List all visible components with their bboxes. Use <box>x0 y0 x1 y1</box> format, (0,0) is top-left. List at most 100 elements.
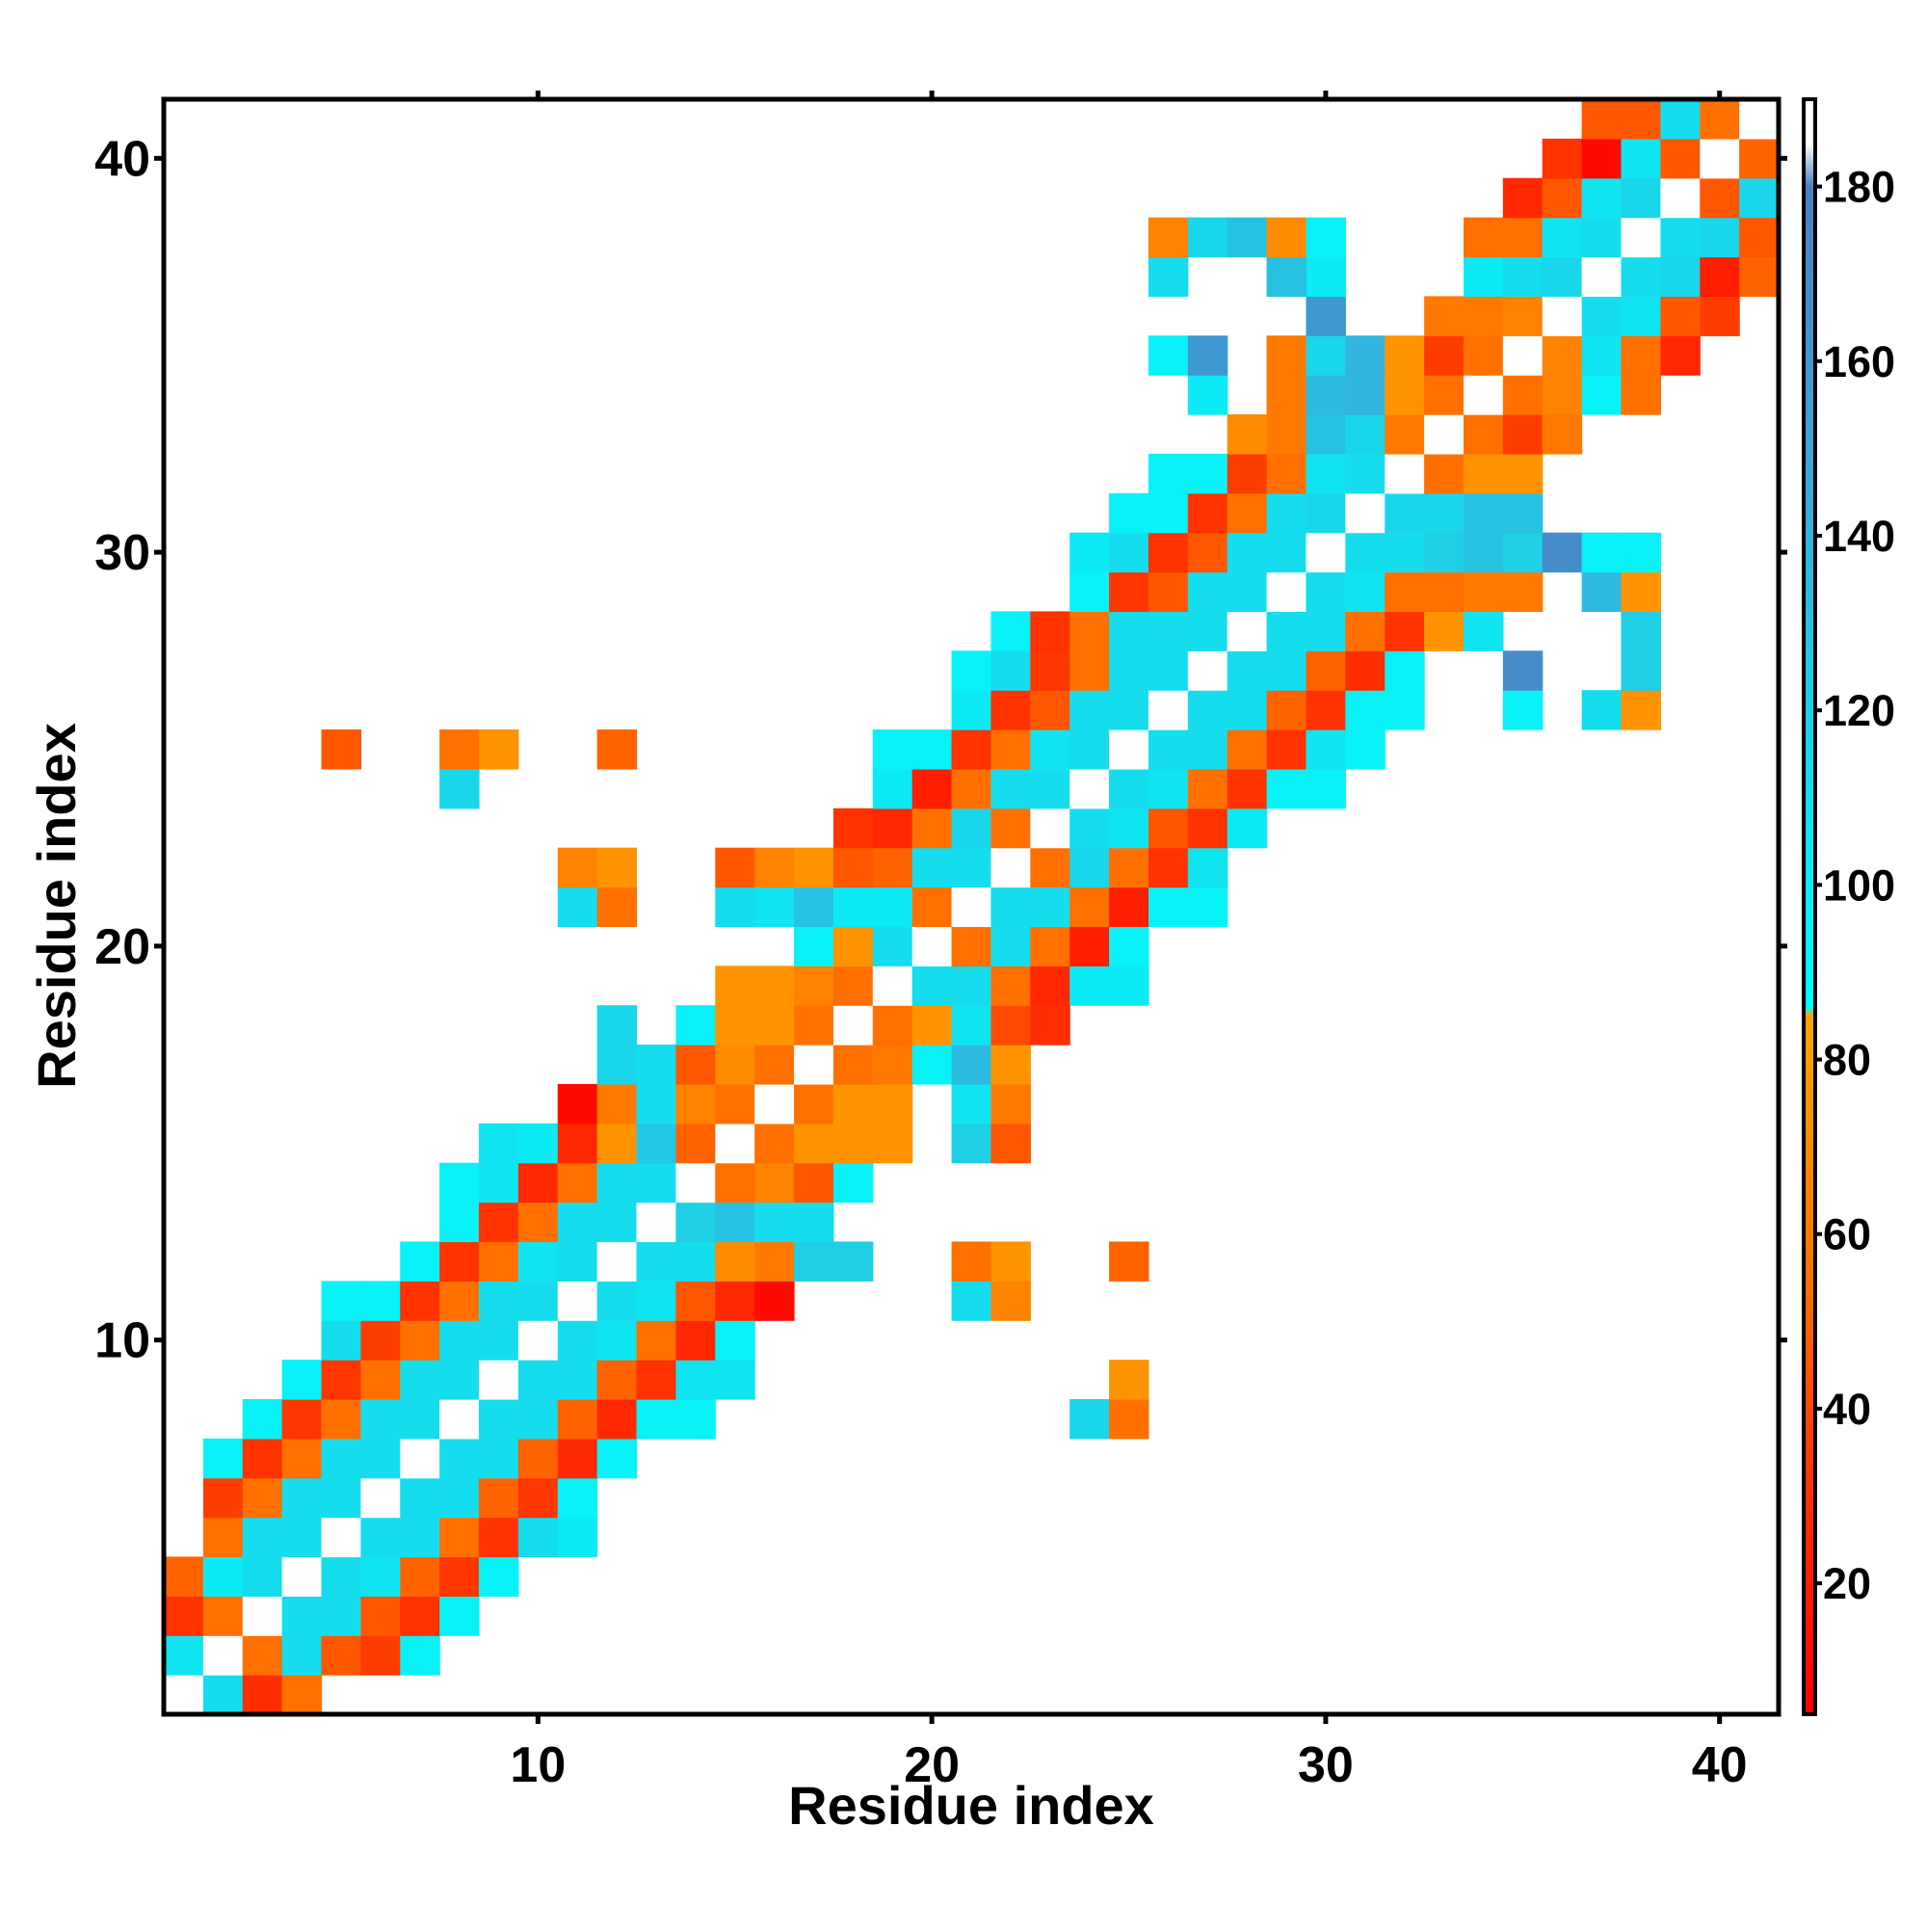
heatmap-cell <box>911 1045 953 1085</box>
heatmap-cell <box>242 1635 283 1676</box>
heatmap-cell <box>1306 375 1346 415</box>
heatmap-cell <box>715 1320 755 1361</box>
heatmap-cell <box>990 1083 1031 1125</box>
heatmap-cell <box>832 1045 874 1085</box>
heatmap-cell <box>1700 99 1740 140</box>
heatmap-cell <box>1542 177 1583 219</box>
heatmap-cell <box>1345 571 1386 613</box>
y-tick-label: 20 <box>94 919 150 975</box>
heatmap-cell <box>557 1241 598 1282</box>
heatmap-cell <box>990 1281 1031 1321</box>
heatmap-cell <box>1109 807 1149 849</box>
y-tick-label: 40 <box>94 131 150 187</box>
heatmap-cell <box>242 1438 283 1479</box>
heatmap-cell <box>1187 375 1228 415</box>
heatmap-cell <box>794 847 834 888</box>
heatmap-cell <box>360 1517 401 1558</box>
heatmap-cell <box>1306 729 1346 770</box>
heatmap-cell <box>1502 375 1544 415</box>
heatmap-cell <box>1109 1398 1149 1440</box>
heatmap-cell <box>596 1083 638 1125</box>
heatmap-cell <box>596 847 638 888</box>
heatmap-cell <box>990 729 1031 770</box>
heatmap-cell <box>794 887 834 928</box>
heatmap-cell <box>1345 532 1386 573</box>
heatmap-cell <box>754 1281 795 1321</box>
heatmap-cell <box>1187 492 1228 534</box>
heatmap-cell <box>832 847 874 888</box>
heatmap-cell <box>675 1320 716 1361</box>
heatmap-cell <box>1187 847 1228 888</box>
heatmap-cell <box>1502 650 1544 691</box>
heatmap-cell <box>1227 807 1268 849</box>
heatmap-cell <box>202 1635 244 1676</box>
heatmap-cell <box>1030 807 1070 849</box>
heatmap-cell <box>754 1162 795 1204</box>
heatmap-cell <box>832 1083 874 1125</box>
heatmap-cell <box>479 1398 519 1440</box>
heatmap-cell <box>202 1438 244 1479</box>
heatmap-cell <box>479 1162 519 1204</box>
heatmap-cell <box>1266 453 1307 494</box>
heatmap-cell <box>1385 650 1425 691</box>
heatmap-cell <box>794 926 834 966</box>
heatmap-cell <box>951 1281 992 1321</box>
heatmap-cell <box>1621 99 1661 140</box>
heatmap-cell <box>1227 414 1268 455</box>
heatmap-cell <box>1187 690 1228 730</box>
heatmap-cell <box>479 1438 519 1479</box>
heatmap-cell <box>1148 256 1189 297</box>
heatmap-cell <box>321 1556 361 1597</box>
heatmap-cell <box>1581 690 1623 730</box>
heatmap-cell <box>1660 99 1701 140</box>
heatmap-cell <box>715 1005 755 1045</box>
heatmap-cell <box>715 1162 755 1204</box>
heatmap-cell <box>832 887 874 928</box>
heatmap-cell <box>1581 138 1623 179</box>
heatmap-cell <box>911 768 953 809</box>
heatmap-cell <box>911 887 953 928</box>
heatmap-cell <box>872 887 913 928</box>
heatmap-cell <box>321 1596 361 1636</box>
x-tick-label: 10 <box>510 1737 566 1793</box>
heatmap-cell <box>1385 453 1425 494</box>
heatmap-cell <box>439 768 480 809</box>
heatmap-cell <box>1581 217 1623 258</box>
heatmap-cell <box>754 1123 795 1164</box>
heatmap-cell <box>1385 690 1425 730</box>
heatmap-cell <box>675 1123 716 1164</box>
heatmap-cell <box>1463 532 1504 573</box>
heatmap-cell <box>1621 296 1661 336</box>
heatmap-cell <box>1069 690 1110 730</box>
colorbar-tick-label: 180 <box>1823 163 1895 212</box>
heatmap-cell <box>794 1005 834 1045</box>
heatmap-cell <box>1109 926 1149 966</box>
heatmap-cell <box>911 847 953 888</box>
heatmap-cell <box>872 1123 913 1164</box>
heatmap-cell <box>1424 414 1465 455</box>
heatmap-cell <box>1030 1005 1070 1045</box>
heatmap-cell <box>1463 571 1504 613</box>
heatmap-cell <box>479 1477 519 1519</box>
heatmap-cell <box>872 926 913 966</box>
heatmap-cell <box>281 1596 323 1636</box>
heatmap-cell <box>1542 138 1583 179</box>
colorbar-frame <box>1802 97 1817 1716</box>
heatmap-cell <box>1385 571 1425 613</box>
heatmap-cell <box>1463 414 1504 455</box>
heatmap-cell <box>557 1123 598 1164</box>
heatmap-cell <box>754 1241 795 1282</box>
heatmap-cell <box>1581 375 1623 415</box>
heatmap-cell <box>439 1202 480 1243</box>
heatmap-cell <box>164 1596 204 1636</box>
heatmap-cell <box>1148 453 1189 494</box>
heatmap-cell <box>1030 690 1070 730</box>
heatmap-cell <box>1463 256 1504 297</box>
heatmap-cell <box>1542 375 1583 415</box>
heatmap-cell <box>1030 611 1070 651</box>
heatmap-cell <box>872 1045 913 1085</box>
heatmap-cell <box>1030 768 1070 809</box>
heatmap-cell <box>1660 335 1701 376</box>
heatmap-cell <box>636 1241 677 1282</box>
heatmap-cell <box>1227 690 1268 730</box>
